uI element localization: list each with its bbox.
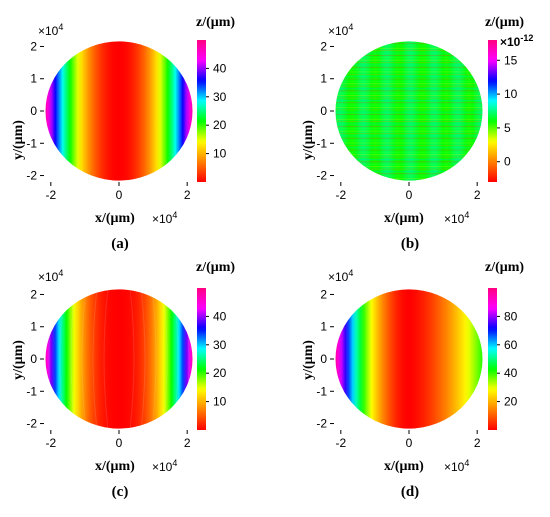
panel-c-surface-fill	[45, 289, 193, 429]
panel-b-caption: (b)	[401, 236, 419, 252]
panel-b-ytick-label: 1	[320, 72, 327, 86]
panel-c-xtick-label: 2	[184, 436, 191, 450]
panel-b-ytick-label: 0	[320, 104, 327, 118]
panel-b-ylabel: y/(μm)	[301, 120, 316, 160]
panel-a-caption: (a)	[111, 236, 129, 252]
panel-d-ytick-label: -1	[316, 384, 327, 398]
panel-b-colorbar-multiplier: ×10-12	[500, 33, 533, 49]
panel-b-x-multiplier: ×104	[444, 210, 469, 226]
panel-c-xtick-label: 0	[116, 436, 123, 450]
panel-d-xtick-label: 2	[474, 436, 481, 450]
panel-d-xtick-label: -2	[335, 436, 346, 450]
panel-b-ytick-label: -1	[316, 136, 327, 150]
panel-d-ylabel: y/(μm)	[301, 340, 316, 380]
panel-d-xlabel: x/(μm)	[384, 459, 424, 474]
panel-c-ytick-label: 0	[30, 352, 37, 366]
panel-a-colorbar-tick-label: 10	[213, 147, 227, 161]
panel-a-xtick-label: -2	[45, 188, 56, 202]
panel-c-colorbar-tick-label: 40	[213, 309, 227, 323]
panel-d-colorbar	[488, 288, 497, 430]
panel-a-colorbar-title: z/(μm)	[196, 15, 235, 30]
panel-c-y-multiplier: ×104	[38, 268, 63, 284]
panel-d-colorbar-tick-label: 60	[504, 338, 518, 352]
panel-c-ytick-label: -2	[26, 417, 37, 431]
panel-a-surface-fill	[45, 41, 193, 181]
panel-c-colorbar-tick-label: 30	[213, 338, 227, 352]
panel-d-y-multiplier: ×104	[328, 268, 353, 284]
panel-c-contour	[92, 289, 98, 429]
panel-b-ytick-label: -2	[316, 169, 327, 183]
panel-c-colorbar-title: z/(μm)	[196, 260, 235, 275]
panel-d-ytick-label: 0	[320, 352, 327, 366]
panel-c-x-multiplier: ×104	[152, 458, 177, 474]
panel-c-contour	[140, 289, 146, 429]
panel-a-ytick-label: -2	[26, 169, 37, 183]
panel-c-xlabel: x/(μm)	[95, 459, 135, 474]
panel-d-ytick-label: 2	[320, 287, 327, 301]
panel-a-colorbar-tick-label: 30	[213, 90, 227, 104]
panel-b-xtick-label: 2	[474, 188, 481, 202]
panel-d-colorbar-tick-label: 80	[504, 309, 518, 323]
panel-a-ytick-label: 0	[30, 104, 37, 118]
panel-c-contour	[81, 289, 87, 429]
panel-a-ytick-label: 1	[30, 72, 37, 86]
panel-b-colorbar-tick-label: 0	[504, 155, 511, 169]
panel-d-surface-fill	[335, 289, 483, 429]
panel-b-xtick-label: -2	[335, 188, 346, 202]
panel-b-xlabel: x/(μm)	[384, 211, 424, 226]
panel-b-xtick-label: 0	[406, 188, 413, 202]
panel-c-ylabel: y/(μm)	[11, 340, 26, 380]
panel-c-ytick-label: 2	[30, 287, 37, 301]
panel-b-colorbar-tick-label: 10	[504, 87, 518, 101]
panel-b-colorbar-tick-label: 15	[504, 53, 518, 67]
panel-a-ytick-label: -1	[26, 136, 37, 150]
panel-d-xtick-label: 0	[406, 436, 413, 450]
panel-d-ytick-label: -2	[316, 417, 327, 431]
panel-c-colorbar-tick-label: 10	[213, 395, 227, 409]
panel-c-ytick-label: -1	[26, 384, 37, 398]
panel-d: 2 1 0 -1 -2 -2 0 2 80 60 40 20 ×104 y/(μm) x/(μm) ×…	[301, 260, 524, 500]
panel-a-xtick-label: 0	[116, 188, 123, 202]
panel-a-colorbar	[197, 40, 206, 182]
panel-c-ytick-label: 1	[30, 320, 37, 334]
panel-d-ytick-label: 1	[320, 320, 327, 334]
panel-a-colorbar-tick-label: 20	[213, 118, 227, 132]
panel-c-contour	[129, 289, 135, 429]
panel-a-colorbar-tick-label: 40	[213, 61, 227, 75]
panel-a-x-multiplier: ×104	[152, 210, 177, 226]
panel-d-caption: (d)	[401, 484, 419, 500]
panel-b-ytick-label: 2	[320, 39, 327, 53]
panel-a-xtick-label: 2	[184, 188, 191, 202]
panel-d-x-multiplier: ×104	[444, 458, 469, 474]
panel-c-contour	[151, 289, 157, 429]
panel-d-surface: 2 1 0 -1 -2 -2 0 2 80 60 40 20	[316, 287, 517, 450]
panel-b-colorbar-tick-label: 5	[504, 121, 511, 135]
panel-b-surface-fill	[335, 41, 483, 181]
panel-b-y-multiplier: ×104	[328, 22, 353, 38]
panel-a-ylabel: y/(μm)	[11, 120, 26, 160]
panel-c-contour	[103, 289, 109, 429]
panel-c-colorbar-tick-label: 20	[213, 366, 227, 380]
panel-a-xlabel: x/(μm)	[95, 211, 135, 226]
panel-a-ytick-label: 2	[30, 39, 37, 53]
panel-d-colorbar-tick-label: 20	[504, 395, 518, 409]
panel-d-colorbar-tick-label: 40	[504, 366, 518, 380]
panel-c-colorbar	[197, 288, 206, 430]
panel-a-y-multiplier: ×104	[38, 22, 63, 38]
panel-d-colorbar-title: z/(μm)	[485, 260, 524, 275]
panel-b-colorbar-title: z/(μm)	[485, 15, 524, 30]
panel-c-caption: (c)	[112, 484, 129, 500]
panel-c-xtick-label: -2	[45, 436, 56, 450]
panel-b-colorbar	[488, 40, 497, 182]
